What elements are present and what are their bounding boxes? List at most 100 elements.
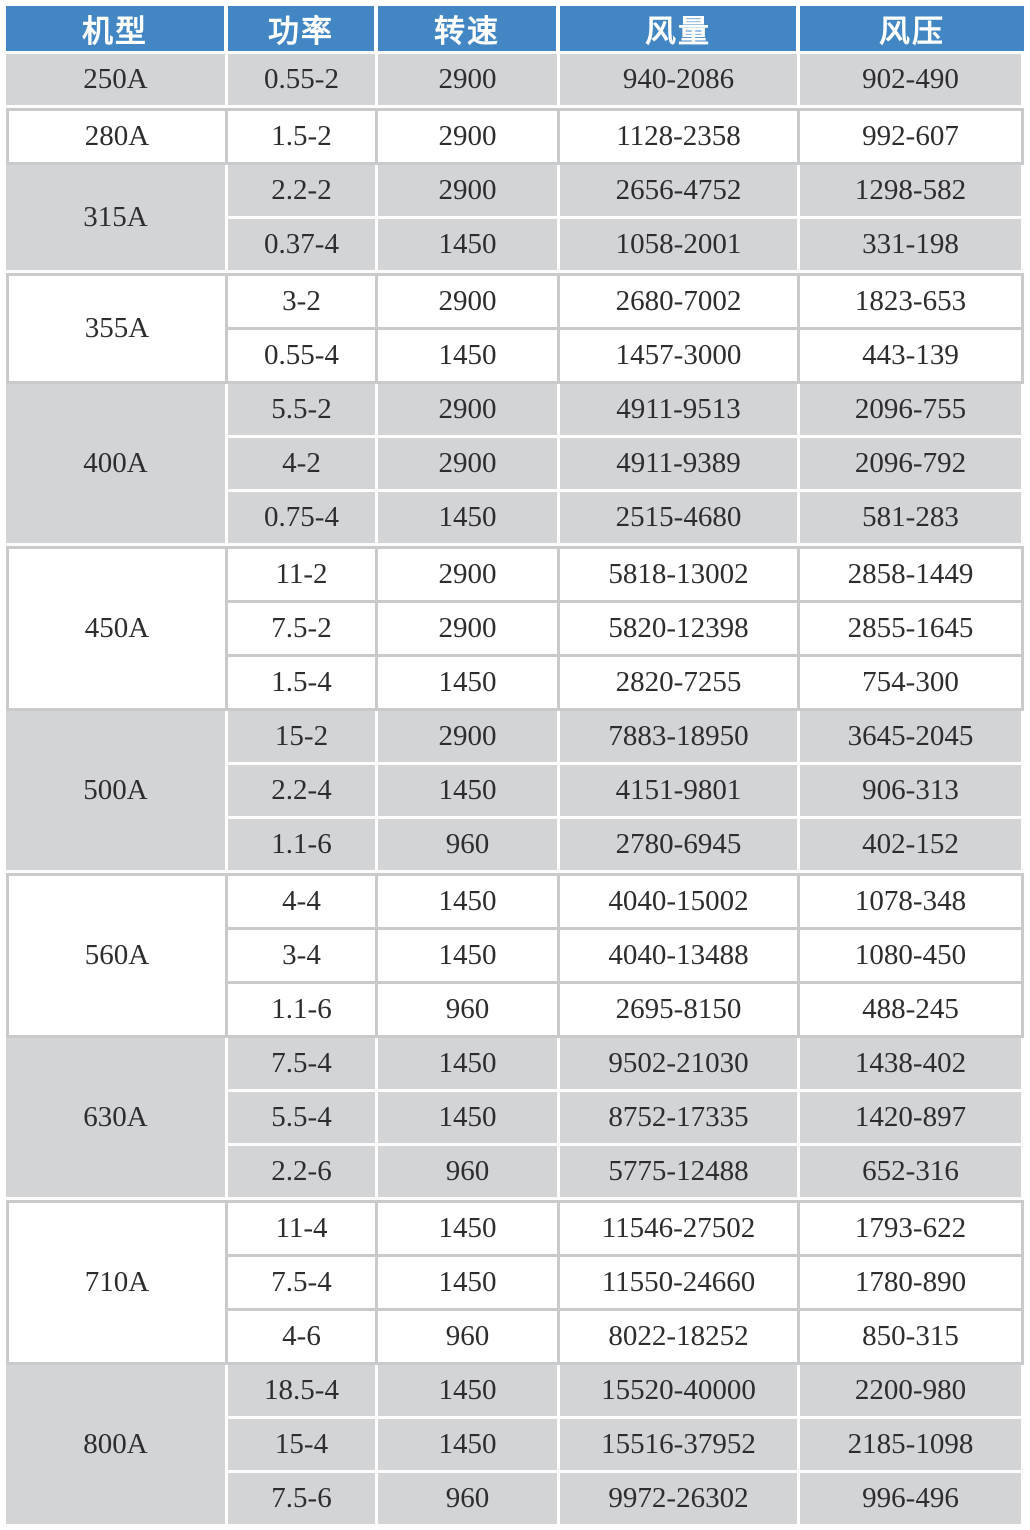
spec-row: 1.1-6 960 2695-8150 488-245 xyxy=(6,984,1024,1038)
speed-cell: 1450 xyxy=(378,765,560,819)
pressure-cell: 754-300 xyxy=(800,657,1024,711)
speed-cell: 1450 xyxy=(378,930,560,984)
power-cell: 15-2 xyxy=(228,711,378,765)
airflow-cell: 15520-40000 xyxy=(560,1365,800,1419)
pressure-cell: 1780-890 xyxy=(800,1257,1024,1311)
airflow-cell: 2656-4752 xyxy=(560,165,800,219)
pressure-cell: 1823-653 xyxy=(800,273,1024,330)
spec-row: 1.1-6 960 2780-6945 402-152 xyxy=(6,819,1024,873)
pressure-cell: 1438-402 xyxy=(800,1038,1024,1092)
pressure-cell: 402-152 xyxy=(800,819,1024,873)
speed-cell: 2900 xyxy=(378,546,560,603)
speed-cell: 1450 xyxy=(378,219,560,273)
airflow-cell: 2515-4680 xyxy=(560,492,800,546)
airflow-cell: 4040-15002 xyxy=(560,873,800,930)
pressure-cell: 2858-1449 xyxy=(800,546,1024,603)
model-cell: 710A xyxy=(6,1200,228,1365)
spec-row: 0.55-4 1450 1457-3000 443-139 xyxy=(6,330,1024,384)
speed-cell: 2900 xyxy=(378,54,560,108)
power-cell: 0.55-2 xyxy=(228,54,378,108)
power-cell: 5.5-2 xyxy=(228,384,378,438)
pressure-cell: 2855-1645 xyxy=(800,603,1024,657)
spec-row: 0.75-4 1450 2515-4680 581-283 xyxy=(6,492,1024,546)
power-cell: 1.5-2 xyxy=(228,108,378,165)
spec-row: 4-6 960 8022-18252 850-315 xyxy=(6,1311,1024,1365)
spec-row: 315A 2.2-2 2900 2656-4752 1298-582 xyxy=(6,165,1024,273)
airflow-cell: 5775-12488 xyxy=(560,1146,800,1200)
power-cell: 0.75-4 xyxy=(228,492,378,546)
spec-row: 280A 1.5-2 2900 1128-2358 992-607 xyxy=(6,108,1024,165)
pressure-cell: 1420-897 xyxy=(800,1092,1024,1146)
power-cell: 4-4 xyxy=(228,873,378,930)
model-cell: 400A xyxy=(6,384,228,546)
speed-cell: 2900 xyxy=(378,108,560,165)
power-cell: 2.2-6 xyxy=(228,1146,378,1200)
speed-cell: 1450 xyxy=(378,330,560,384)
spec-row: 7.5-2 2900 5820-12398 2855-1645 xyxy=(6,603,1024,657)
speed-cell: 1450 xyxy=(378,873,560,930)
speed-cell: 2900 xyxy=(378,384,560,438)
speed-cell: 1450 xyxy=(378,1038,560,1092)
pressure-cell: 1298-582 xyxy=(800,165,1024,219)
power-cell: 4-2 xyxy=(228,438,378,492)
airflow-cell: 940-2086 xyxy=(560,54,800,108)
spec-row: 500A 15-2 2900 7883-18950 3645-2045 xyxy=(6,711,1024,873)
spec-row: 710A 11-4 1450 11546-27502 1793-622 xyxy=(6,1200,1024,1365)
speed-cell: 2900 xyxy=(378,438,560,492)
airflow-cell: 4911-9513 xyxy=(560,384,800,438)
pressure-cell: 3645-2045 xyxy=(800,711,1024,765)
airflow-cell: 2680-7002 xyxy=(560,273,800,330)
pressure-cell: 488-245 xyxy=(800,984,1024,1038)
spec-row: 0.37-4 1450 1058-2001 331-198 xyxy=(6,219,1024,273)
spec-row: 400A 5.5-2 2900 4911-9513 2096-755 xyxy=(6,384,1024,546)
model-cell: 630A xyxy=(6,1038,228,1200)
spec-row: 450A 11-2 2900 5818-13002 2858-1449 xyxy=(6,546,1024,711)
airflow-cell: 8022-18252 xyxy=(560,1311,800,1365)
spec-row: 3-4 1450 4040-13488 1080-450 xyxy=(6,930,1024,984)
spec-row: 5.5-4 1450 8752-17335 1420-897 xyxy=(6,1092,1024,1146)
spec-row: 250A 0.55-2 2900 940-2086 902-490 xyxy=(6,54,1024,108)
model-cell: 315A xyxy=(6,165,228,273)
col-header-model: 机型 xyxy=(6,6,228,54)
model-cell: 560A xyxy=(6,873,228,1038)
speed-cell: 960 xyxy=(378,1473,560,1527)
speed-cell: 1450 xyxy=(378,1200,560,1257)
airflow-cell: 2780-6945 xyxy=(560,819,800,873)
pressure-cell: 2096-755 xyxy=(800,384,1024,438)
speed-cell: 1450 xyxy=(378,1419,560,1473)
power-cell: 3-2 xyxy=(228,273,378,330)
power-cell: 15-4 xyxy=(228,1419,378,1473)
pressure-cell: 906-313 xyxy=(800,765,1024,819)
power-cell: 0.55-4 xyxy=(228,330,378,384)
speed-cell: 1450 xyxy=(378,657,560,711)
airflow-cell: 4151-9801 xyxy=(560,765,800,819)
power-cell: 7.5-6 xyxy=(228,1473,378,1527)
airflow-cell: 7883-18950 xyxy=(560,711,800,765)
airflow-cell: 2695-8150 xyxy=(560,984,800,1038)
power-cell: 2.2-4 xyxy=(228,765,378,819)
speed-cell: 2900 xyxy=(378,711,560,765)
airflow-cell: 11546-27502 xyxy=(560,1200,800,1257)
power-cell: 3-4 xyxy=(228,930,378,984)
spec-row: 2.2-6 960 5775-12488 652-316 xyxy=(6,1146,1024,1200)
power-cell: 1.1-6 xyxy=(228,819,378,873)
model-cell: 250A xyxy=(6,54,228,108)
airflow-cell: 5820-12398 xyxy=(560,603,800,657)
col-header-speed: 转速 xyxy=(378,6,560,54)
col-header-power: 功率 xyxy=(228,6,378,54)
pressure-cell: 581-283 xyxy=(800,492,1024,546)
spec-row: 15-4 1450 15516-37952 2185-1098 xyxy=(6,1419,1024,1473)
speed-cell: 960 xyxy=(378,1146,560,1200)
speed-cell: 960 xyxy=(378,1311,560,1365)
power-cell: 7.5-2 xyxy=(228,603,378,657)
power-cell: 11-2 xyxy=(228,546,378,603)
power-cell: 0.37-4 xyxy=(228,219,378,273)
power-cell: 7.5-4 xyxy=(228,1038,378,1092)
spec-row: 2.2-4 1450 4151-9801 906-313 xyxy=(6,765,1024,819)
pressure-cell: 2096-792 xyxy=(800,438,1024,492)
pressure-cell: 1793-622 xyxy=(800,1200,1024,1257)
pressure-cell: 902-490 xyxy=(800,54,1024,108)
model-cell: 500A xyxy=(6,711,228,873)
pressure-cell: 850-315 xyxy=(800,1311,1024,1365)
header-row: 机型 功率 转速 风量 风压 xyxy=(6,6,1024,54)
